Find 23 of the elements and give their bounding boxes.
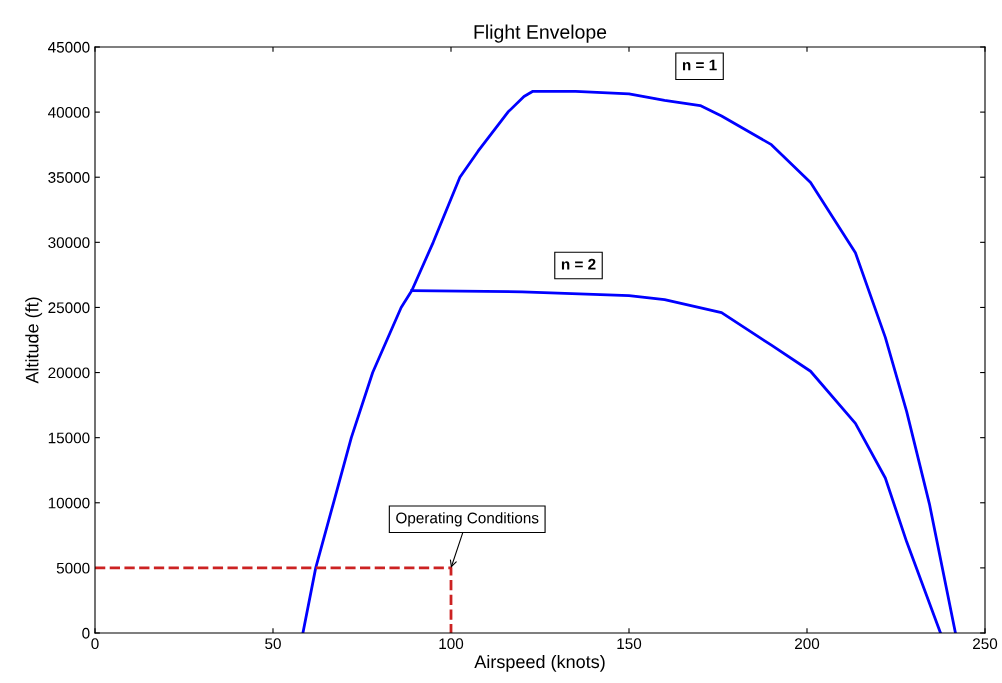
y-tick-label: 35000: [48, 172, 90, 183]
y-axis-title: Altitude (ft): [25, 297, 43, 384]
x-tick-label: 150: [617, 638, 642, 650]
y-tick-label: 10000: [48, 497, 90, 509]
y-tick-label: 0: [82, 627, 90, 639]
x-tick-label: 200: [795, 638, 820, 650]
chart-title: Flight Envelope: [474, 24, 607, 43]
x-tick-label: 0: [91, 638, 99, 650]
series-label: n = 2: [561, 258, 596, 270]
text: n = 1: [682, 59, 717, 71]
y-tick-label: 45000: [48, 41, 90, 53]
x-tick-label: 50: [265, 638, 281, 650]
x-tick-label: 250: [973, 638, 998, 650]
y-tick-label: 15000: [48, 432, 90, 444]
y-tick-label: 30000: [48, 237, 90, 249]
line-series: [301, 89, 957, 633]
x-tick-label: 100: [439, 638, 464, 650]
y-tick-label: 5000: [56, 562, 90, 574]
y-tick-label: 40000: [48, 106, 90, 118]
y-tick-label: 25000: [48, 302, 90, 314]
annotation: Operating Conditions: [396, 512, 539, 527]
y-tick-label: 20000: [48, 367, 90, 379]
x-axis-title: Airspeed (knots): [474, 654, 605, 672]
